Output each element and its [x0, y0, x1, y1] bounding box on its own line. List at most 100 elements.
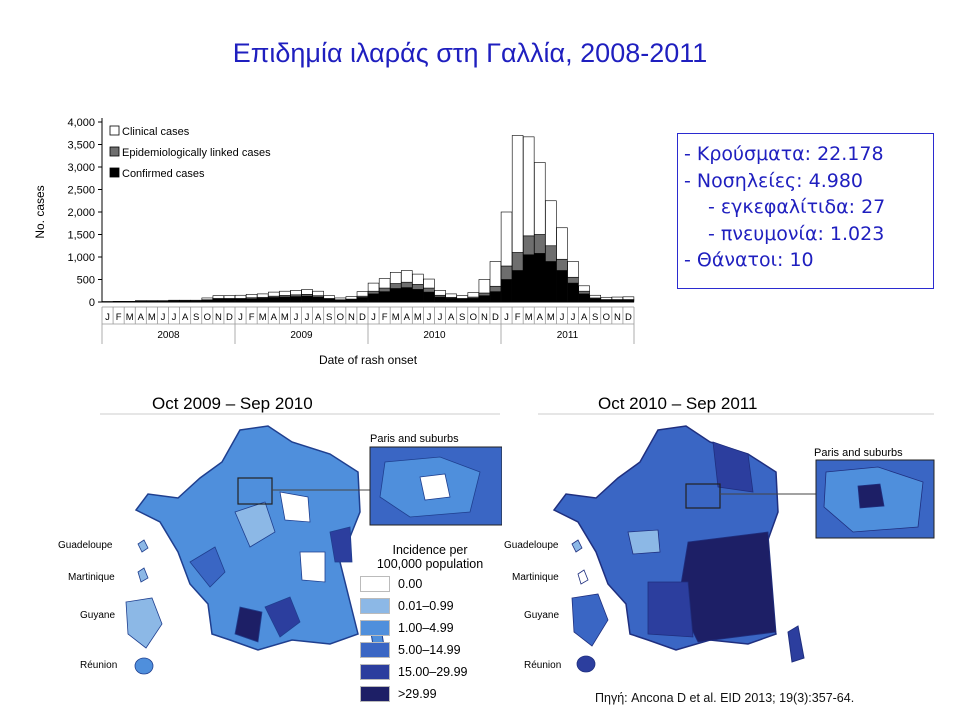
x-tick-label: O	[337, 312, 344, 323]
bar-segment	[622, 296, 635, 300]
bar-segment	[578, 290, 590, 295]
x-tick-label: F	[382, 312, 388, 323]
martinique-label-right: Martinique	[512, 572, 559, 583]
legend-item: 1.00–4.99	[360, 619, 500, 637]
bar-segment	[401, 287, 413, 303]
legend-label: 0.01–0.99	[398, 599, 454, 613]
bar-segment	[190, 299, 202, 302]
bar-segment	[378, 287, 391, 292]
reunion-label-left: Réunion	[80, 660, 117, 671]
stat-hospitalizations: - Νοσηλείες: 4.980	[684, 169, 864, 192]
legend-label: 15.00–29.99	[398, 665, 468, 679]
bar-segment	[467, 292, 480, 298]
x-tick-label: N	[614, 312, 621, 323]
bar-segment	[522, 254, 535, 303]
x-tick-label: J	[438, 312, 443, 323]
guyane-label-left: Guyane	[80, 610, 115, 621]
guadeloupe-label-right: Guadeloupe	[504, 540, 559, 551]
x-tick-label: J	[560, 312, 565, 323]
x-tick-label: O	[204, 312, 211, 323]
y-tick-label: 3,500	[67, 140, 95, 152]
bar-segment	[412, 289, 424, 303]
x-tick-label: D	[625, 312, 632, 323]
bar-segment	[279, 290, 291, 296]
legend-swatch	[360, 642, 390, 658]
bar-segment	[179, 299, 191, 302]
year-label: 2010	[423, 330, 446, 341]
bar-segment	[478, 295, 491, 303]
bar-segment	[401, 281, 413, 288]
x-tick-label: D	[359, 312, 366, 323]
y-tick-label: 0	[89, 297, 95, 309]
x-tick-label: F	[249, 312, 255, 323]
x-tick-label: N	[348, 312, 355, 323]
bar-segment	[511, 270, 524, 303]
bar-segment	[268, 291, 280, 297]
x-tick-label: M	[281, 312, 289, 323]
y-tick-label: 2,500	[67, 185, 95, 197]
x-tick-label: S	[326, 312, 332, 323]
x-tick-label: J	[305, 312, 310, 323]
chart-legend-swatch	[109, 146, 120, 157]
y-tick-label: 3,000	[67, 162, 95, 174]
bar-segment	[423, 291, 435, 303]
stat-encephalitis: - εγκεφαλίτιδα: 27	[708, 196, 886, 218]
bar-segment	[567, 282, 579, 303]
bar-segment	[534, 162, 546, 235]
legend-swatch	[360, 598, 390, 614]
bar-segment	[489, 261, 502, 287]
x-tick-label: J	[571, 312, 576, 323]
legend-item: 0.00	[360, 575, 500, 593]
x-tick-label: F	[116, 312, 122, 323]
legend-label: 5.00–14.99	[398, 643, 461, 657]
legend-item: 0.01–0.99	[360, 597, 500, 615]
bar-segment	[478, 279, 491, 294]
legend-swatch	[360, 576, 390, 592]
bar-segment	[201, 297, 214, 301]
bar-segment	[556, 258, 568, 271]
legend-label: >29.99	[398, 687, 437, 701]
bar-segment	[567, 276, 579, 284]
paris-marker-left	[237, 477, 273, 505]
bar-segment	[389, 272, 402, 284]
corsica-right	[787, 625, 805, 663]
bar-segment	[556, 227, 568, 260]
bar-segment	[434, 296, 446, 303]
x-tick-label: J	[504, 312, 509, 323]
guyane-label-right: Guyane	[524, 610, 559, 621]
bar-segment	[401, 270, 413, 283]
legend-swatch	[360, 686, 390, 702]
source-citation: Πηγή: Ancona D et al. EID 2013; 19(3):35…	[595, 691, 855, 705]
bar-segment	[378, 291, 391, 303]
slide-title: Επιδημία ιλαράς στη Γαλλία, 2008-2011	[232, 38, 708, 68]
stat-deaths: - Θάνατοι: 10	[684, 249, 814, 271]
legend-swatch	[360, 664, 390, 680]
bar-segment	[445, 298, 457, 303]
x-tick-label: O	[470, 312, 477, 323]
bar-segment	[478, 292, 491, 296]
bar-segment	[567, 261, 579, 278]
bar-segment	[489, 291, 502, 303]
x-tick-label: M	[126, 312, 134, 323]
bar-segment	[378, 278, 391, 289]
x-tick-label: A	[537, 312, 544, 323]
x-tick-label: J	[294, 312, 299, 323]
bar-segment	[212, 295, 225, 299]
bar-segment	[367, 293, 380, 303]
chart-legend-label: Confirmed cases	[122, 168, 205, 180]
bar-segment	[545, 261, 557, 303]
x-tick-label: M	[148, 312, 156, 323]
y-tick-label: 4,000	[67, 117, 95, 129]
x-tick-label: A	[404, 312, 411, 323]
y-tick-label: 500	[77, 275, 95, 287]
bar-segment	[578, 285, 590, 292]
bar-segment	[334, 297, 347, 301]
bar-segment	[279, 296, 291, 303]
chart-legend-swatch	[109, 167, 120, 178]
x-tick-label: N	[215, 312, 222, 323]
statistics-box: - Κρούσματα: 22.178 - Νοσηλείες: 4.980 -…	[677, 133, 934, 289]
legend-title-line1: Incidence per	[392, 543, 468, 557]
left-map-period: Oct 2009 – Sep 2010	[152, 394, 313, 413]
bar-segment	[234, 294, 247, 299]
bar-segment	[489, 285, 502, 292]
